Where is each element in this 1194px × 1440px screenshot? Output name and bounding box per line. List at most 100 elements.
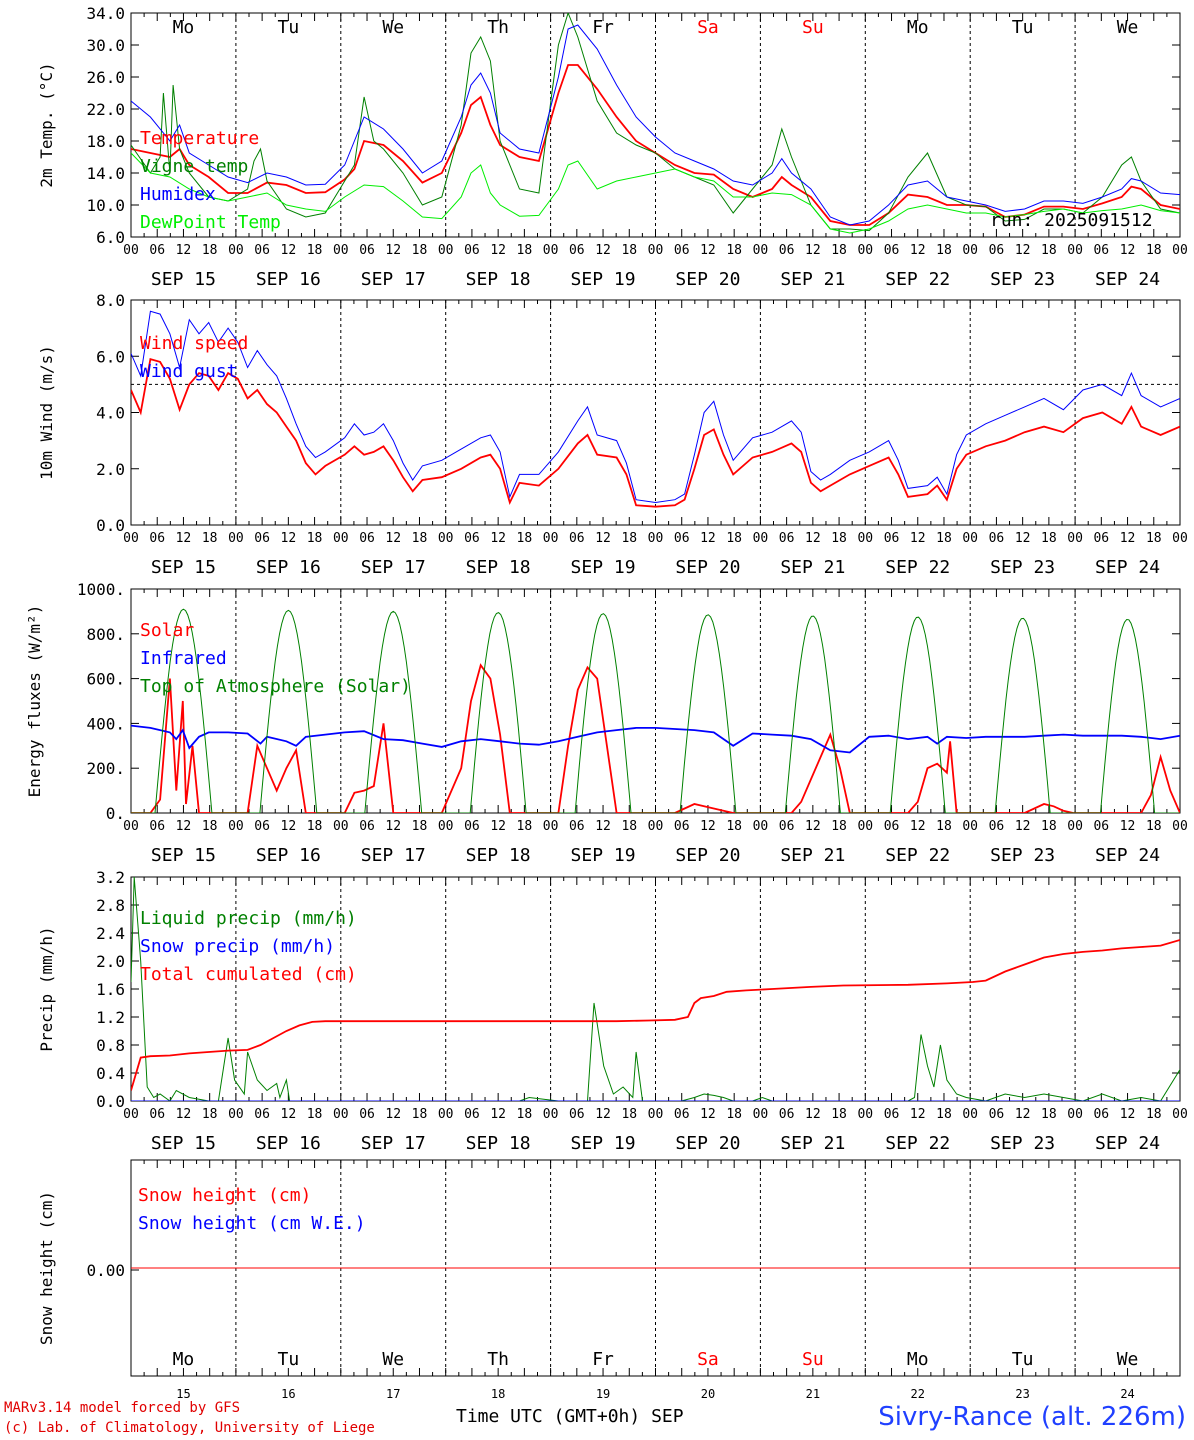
hour-tick-label: 00 (1172, 819, 1188, 834)
date-label: SEP 22 (885, 557, 950, 578)
date-label: SEP 22 (885, 845, 950, 866)
hour-tick-label: 12 (910, 819, 926, 834)
hour-tick-label: 18 (412, 1107, 428, 1122)
legend-entry: Total cumulated (cm) (140, 964, 357, 985)
hour-tick-label: 06 (884, 819, 900, 834)
hour-tick-label: 12 (910, 243, 926, 258)
weekday-label: Tu (1012, 1349, 1034, 1370)
y-tick-label: 1.6 (96, 980, 125, 999)
date-label: SEP 16 (256, 557, 321, 578)
hour-tick-label: 18 (936, 1107, 952, 1122)
hour-tick-label: 06 (254, 1107, 270, 1122)
legend-entry: Top of Atmosphere (Solar) (140, 676, 411, 697)
hour-tick-label: 18 (1146, 819, 1162, 834)
legend-entry: Infrared (140, 648, 227, 669)
hour-tick-label: 00 (543, 243, 559, 258)
hour-tick-label: 00 (438, 243, 454, 258)
hour-tick-label: 18 (517, 531, 533, 546)
hour-tick-label: 12 (385, 531, 401, 546)
hour-tick-label: 12 (700, 819, 716, 834)
date-label: SEP 15 (151, 269, 216, 290)
hour-tick-label: 06 (149, 531, 165, 546)
hour-tick-label: 12 (385, 1107, 401, 1122)
y-tick-label: 26.0 (86, 68, 125, 87)
date-label: SEP 19 (571, 1133, 636, 1154)
hour-tick-label: 18 (412, 243, 428, 258)
series-line-dewpoint-temp (131, 152, 1180, 234)
hour-tick-label: 00 (1067, 1107, 1083, 1122)
hour-tick-label: 00 (438, 819, 454, 834)
legend-entry: Wind speed (140, 333, 248, 354)
hour-tick-label: 12 (281, 819, 297, 834)
legend-entry: Liquid precip (mm/h) (140, 908, 357, 929)
hour-tick-label: 12 (595, 819, 611, 834)
date-label: SEP 20 (675, 845, 740, 866)
copyright-credit: (c) Lab. of Climatology, University of L… (4, 1420, 375, 1436)
weekday-label: Sa (697, 1349, 719, 1370)
hour-tick-label: 12 (490, 531, 506, 546)
hour-tick-label: 06 (779, 531, 795, 546)
hour-tick-label: 18 (517, 819, 533, 834)
hour-tick-label: 00 (962, 243, 978, 258)
weekday-label: We (1117, 17, 1139, 38)
hour-tick-label: 06 (254, 531, 270, 546)
hour-tick-label: 18 (517, 243, 533, 258)
legend-entry: Temperature (140, 128, 259, 149)
hour-tick-label: 06 (989, 1107, 1005, 1122)
legend-entry: Solar (140, 620, 194, 641)
hour-tick-label: 06 (989, 243, 1005, 258)
hour-tick-label: 00 (123, 819, 139, 834)
hour-tick-label: 18 (936, 531, 952, 546)
hour-tick-label: 00 (857, 1107, 873, 1122)
date-label: SEP 17 (361, 1133, 426, 1154)
hour-tick-label: 06 (779, 1107, 795, 1122)
hour-tick-label: 12 (1015, 243, 1031, 258)
y-tick-label: 2.0 (96, 460, 125, 479)
hour-tick-label: 18 (412, 531, 428, 546)
hour-tick-label: 18 (1146, 243, 1162, 258)
run-label: run: 2025091512 (990, 210, 1153, 231)
hour-tick-label: 12 (805, 531, 821, 546)
hour-tick-label: 06 (884, 1107, 900, 1122)
y-tick-label: 6.0 (96, 228, 125, 247)
hour-tick-label: 06 (884, 243, 900, 258)
hour-tick-label: 18 (621, 819, 637, 834)
date-label: SEP 21 (780, 557, 845, 578)
y-axis-title: 10m Wind (m/s) (37, 345, 56, 480)
hour-tick-label: 00 (228, 1107, 244, 1122)
y-tick-label: 2.8 (96, 896, 125, 915)
day-number-label: 23 (1015, 1387, 1029, 1401)
hour-tick-label: 12 (700, 243, 716, 258)
hour-tick-label: 00 (962, 1107, 978, 1122)
hour-tick-label: 06 (464, 243, 480, 258)
y-tick-label: 400. (86, 714, 125, 733)
date-label: SEP 24 (1095, 845, 1160, 866)
day-number-label: 19 (596, 1387, 610, 1401)
hour-tick-label: 12 (700, 531, 716, 546)
hour-tick-label: 18 (202, 531, 218, 546)
hour-tick-label: 00 (123, 531, 139, 546)
weekday-label: Mo (907, 17, 929, 38)
hour-tick-label: 12 (1120, 819, 1136, 834)
hour-tick-label: 18 (1146, 531, 1162, 546)
hour-tick-label: 06 (359, 531, 375, 546)
hour-tick-label: 06 (1093, 819, 1109, 834)
day-number-label: 17 (386, 1387, 400, 1401)
hour-tick-label: 18 (1041, 1107, 1057, 1122)
hour-tick-label: 00 (333, 531, 349, 546)
hour-tick-label: 12 (490, 1107, 506, 1122)
hour-tick-label: 12 (490, 819, 506, 834)
y-tick-label: 4.0 (96, 404, 125, 423)
y-tick-label: 0.00 (86, 1261, 125, 1280)
hour-tick-label: 12 (700, 1107, 716, 1122)
hour-tick-label: 00 (1172, 1107, 1188, 1122)
weekday-label: Th (487, 17, 509, 38)
hour-tick-label: 00 (1067, 531, 1083, 546)
hour-tick-label: 00 (648, 531, 664, 546)
date-label: SEP 24 (1095, 269, 1160, 290)
y-tick-label: 18.0 (86, 132, 125, 151)
panel-frame (130, 12, 1181, 238)
date-label: SEP 17 (361, 845, 426, 866)
y-tick-label: 800. (86, 625, 125, 644)
hour-tick-label: 12 (805, 1107, 821, 1122)
